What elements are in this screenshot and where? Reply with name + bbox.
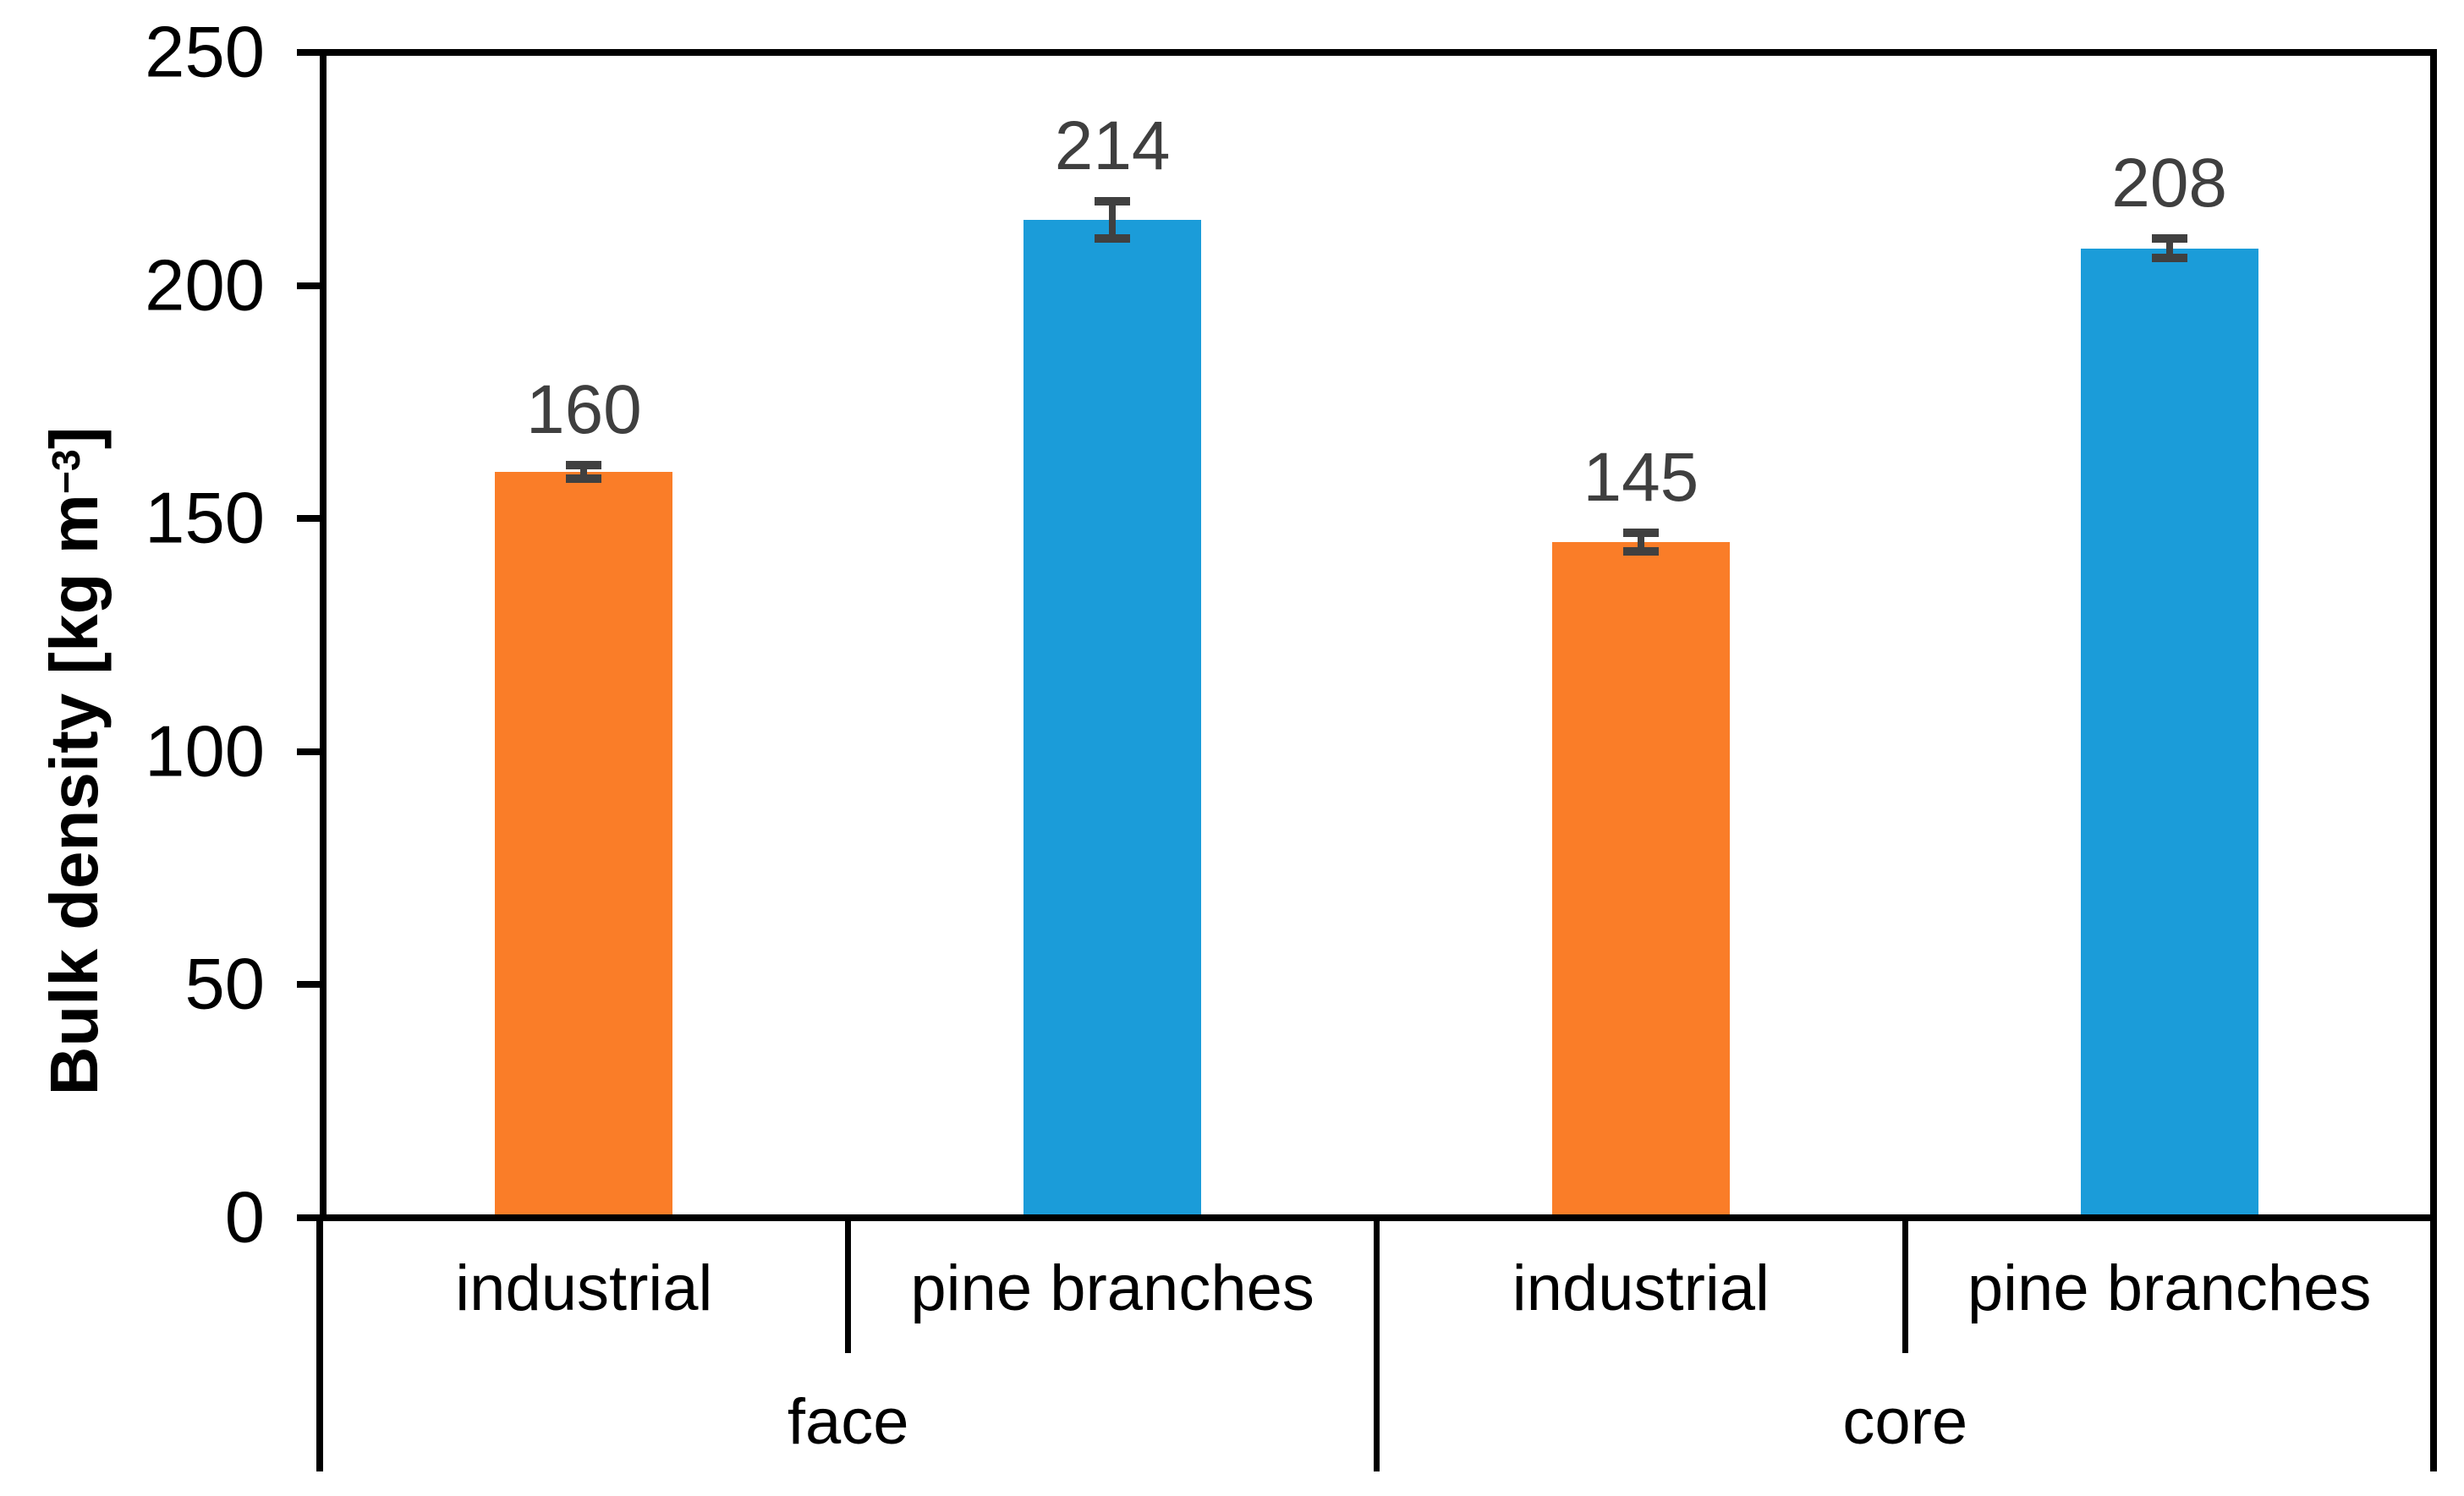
y-axis-tick bbox=[297, 515, 320, 523]
y-axis-extension bbox=[316, 1218, 323, 1471]
group-divider bbox=[1374, 1221, 1380, 1471]
bar-value-label: 145 bbox=[1583, 438, 1699, 516]
error-bar-cap-bottom bbox=[566, 474, 602, 484]
category-label: pine branches bbox=[1967, 1252, 2372, 1324]
y-axis-tick-label: 100 bbox=[145, 711, 265, 792]
right-border-extension bbox=[2430, 1218, 2437, 1471]
category-label: industrial bbox=[1512, 1252, 1770, 1324]
error-bar-line bbox=[2165, 238, 2173, 258]
error-bar-cap-top bbox=[2151, 234, 2187, 244]
bar-value-label: 160 bbox=[525, 370, 642, 448]
y-axis-tick-label: 250 bbox=[145, 12, 265, 93]
plot-area bbox=[320, 49, 2437, 1221]
error-bar-cap-top bbox=[1095, 197, 1131, 206]
error-bar-cap-bottom bbox=[1622, 546, 1659, 556]
y-axis-tick-label: 50 bbox=[184, 944, 265, 1025]
category-label: pine branches bbox=[910, 1252, 1314, 1324]
y-axis-tick bbox=[297, 282, 320, 289]
bar-face-pine-branches bbox=[1023, 220, 1202, 1214]
bar-core-pine-branches bbox=[2080, 248, 2258, 1214]
y-axis-tick-label: 150 bbox=[145, 478, 265, 559]
group-label-core: core bbox=[1842, 1386, 1968, 1458]
group-label-face: face bbox=[787, 1386, 909, 1458]
error-bar-cap-top bbox=[1622, 528, 1659, 537]
y-axis-tick bbox=[297, 49, 320, 56]
error-bar-cap-bottom bbox=[1095, 234, 1131, 244]
y-axis-tick bbox=[297, 748, 320, 755]
error-bar-line bbox=[580, 464, 588, 479]
bar-face-industrial bbox=[495, 472, 673, 1214]
error-bar-cap-top bbox=[566, 460, 602, 469]
y-axis-tick-label: 200 bbox=[145, 245, 265, 326]
bar-value-label: 208 bbox=[2111, 145, 2228, 222]
category-divider bbox=[1902, 1221, 1908, 1353]
bar-core-industrial bbox=[1551, 541, 1730, 1214]
y-axis-tick bbox=[297, 981, 320, 989]
error-bar-cap-bottom bbox=[2151, 253, 2187, 262]
y-axis-title-close-bracket: ] bbox=[36, 426, 112, 450]
category-label: industrial bbox=[455, 1252, 713, 1324]
error-bar-line bbox=[1637, 532, 1644, 551]
y-axis-tick-label: 0 bbox=[224, 1177, 265, 1258]
category-divider bbox=[845, 1221, 852, 1353]
y-axis-tick bbox=[297, 1214, 320, 1221]
error-bar-line bbox=[1109, 201, 1117, 239]
bar-value-label: 214 bbox=[1054, 107, 1171, 185]
